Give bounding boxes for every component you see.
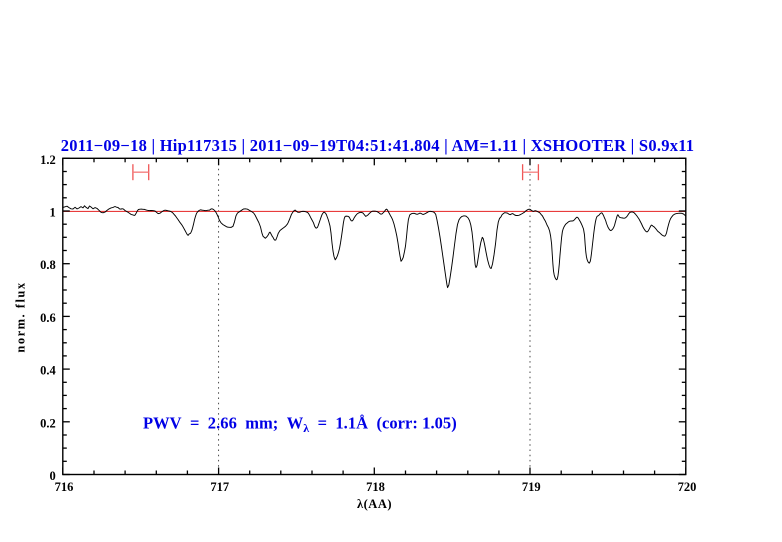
svg-text:716: 716 <box>55 480 74 494</box>
svg-text:717: 717 <box>210 480 229 494</box>
svg-text:720: 720 <box>678 480 697 494</box>
svg-text:norm. flux: norm. flux <box>14 281 28 352</box>
svg-text:719: 719 <box>522 480 541 494</box>
svg-text:0.8: 0.8 <box>40 258 56 272</box>
svg-text:0.6: 0.6 <box>40 311 56 325</box>
svg-text:0.4: 0.4 <box>40 364 56 378</box>
svg-text:2011−09−18 | Hip117315 | 2011−: 2011−09−18 | Hip117315 | 2011−09−19T04:5… <box>61 136 695 155</box>
svg-text:PWV = 2.66 mm; Wλ = 1.1Å: PWV = 2.66 mm; Wλ = 1.1Å (corr: 1.05) <box>143 414 457 436</box>
svg-text:1.2: 1.2 <box>40 153 56 167</box>
svg-text:λ(AA): λ(AA) <box>357 497 392 511</box>
svg-text:1: 1 <box>50 206 56 220</box>
svg-text:0: 0 <box>50 469 56 483</box>
svg-text:718: 718 <box>366 480 385 494</box>
svg-text:0.2: 0.2 <box>40 416 56 430</box>
